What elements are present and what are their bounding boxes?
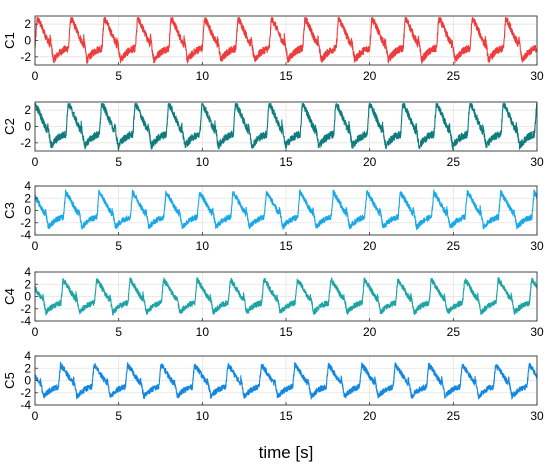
x-tick-label: 25 — [447, 69, 461, 83]
y-tick-label: 0 — [24, 290, 31, 304]
y-axis-label-c1: C1 — [2, 32, 17, 49]
x-tick-label: 0 — [32, 69, 39, 83]
y-tick-label: 2 — [24, 191, 31, 205]
x-tick-label: 30 — [530, 325, 544, 339]
x-tick-label: 5 — [115, 409, 122, 423]
x-tick-label: 25 — [447, 155, 461, 169]
y-tick-label: -2 — [20, 386, 31, 400]
y-tick-label: 4 — [24, 179, 31, 193]
series-line-c5 — [34, 361, 538, 400]
x-tick-label: 10 — [196, 325, 210, 339]
x-tick-label: 30 — [530, 409, 544, 423]
y-axis-label-c5: C5 — [2, 372, 17, 389]
y-tick-label: 2 — [24, 277, 31, 291]
y-tick-label: 4 — [24, 349, 31, 363]
x-tick-label: 15 — [279, 155, 293, 169]
x-tick-label: 10 — [196, 69, 210, 83]
x-tick-label: 10 — [196, 155, 210, 169]
x-tick-label: 0 — [32, 409, 39, 423]
y-tick-label: 0 — [24, 120, 31, 134]
y-axis-label-c4: C4 — [2, 288, 17, 305]
y-tick-label: 0 — [24, 34, 31, 48]
x-tick-label: 20 — [363, 239, 377, 253]
y-axis-label-c2: C2 — [2, 118, 17, 135]
y-tick-label: -4 — [20, 398, 31, 412]
y-tick-label: -2 — [20, 50, 31, 64]
y-tick-label: 0 — [24, 374, 31, 388]
x-tick-label: 30 — [530, 239, 544, 253]
y-tick-label: 2 — [24, 361, 31, 375]
x-tick-label: 25 — [447, 325, 461, 339]
grid — [34, 16, 538, 65]
x-tick-label: 10 — [196, 409, 210, 423]
y-tick-label: -4 — [20, 314, 31, 328]
x-tick-label: 20 — [363, 155, 377, 169]
y-tick-label: 2 — [24, 103, 31, 117]
y-tick-label: 2 — [24, 17, 31, 31]
x-tick-label: 15 — [279, 239, 293, 253]
series-line-c1 — [34, 17, 538, 64]
series-line-c2 — [34, 103, 538, 150]
x-tick-label: 10 — [196, 239, 210, 253]
y-axis-label-c3: C3 — [2, 202, 17, 219]
x-tick-label: 30 — [530, 69, 544, 83]
y-tick-label: -4 — [20, 228, 31, 242]
x-tick-label: 5 — [115, 239, 122, 253]
x-tick-label: 15 — [279, 69, 293, 83]
x-tick-label: 5 — [115, 155, 122, 169]
series-line-c4 — [34, 276, 538, 316]
x-tick-label: 25 — [447, 239, 461, 253]
x-tick-label: 5 — [115, 325, 122, 339]
x-tick-label: 20 — [363, 325, 377, 339]
x-tick-label: 20 — [363, 409, 377, 423]
x-tick-label: 20 — [363, 69, 377, 83]
x-tick-label: 0 — [32, 325, 39, 339]
x-tick-label: 5 — [115, 69, 122, 83]
x-tick-label: 0 — [32, 155, 39, 169]
x-tick-label: 25 — [447, 409, 461, 423]
x-tick-label: 30 — [530, 155, 544, 169]
y-tick-label: -2 — [20, 216, 31, 230]
y-tick-label: -2 — [20, 302, 31, 316]
y-tick-label: 0 — [24, 204, 31, 218]
x-tick-label: 15 — [279, 325, 293, 339]
y-tick-label: 4 — [24, 265, 31, 279]
x-tick-label: 0 — [32, 239, 39, 253]
y-tick-label: -2 — [20, 136, 31, 150]
x-axis-label: time [s] — [259, 443, 314, 462]
series-line-c3 — [34, 189, 538, 231]
x-tick-label: 15 — [279, 409, 293, 423]
